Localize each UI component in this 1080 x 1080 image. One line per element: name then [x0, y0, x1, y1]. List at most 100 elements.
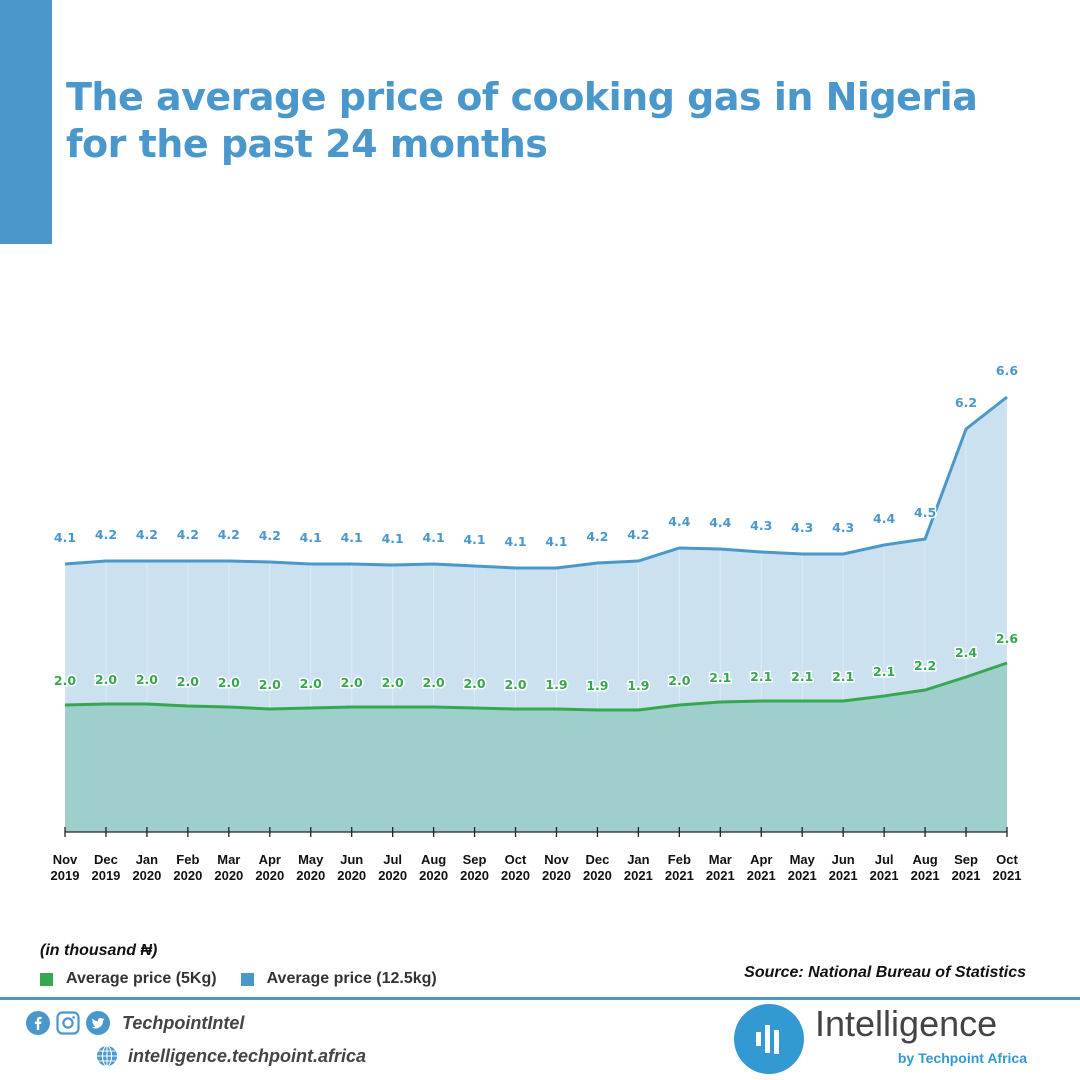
data-label-12-5kg: 4.2 — [627, 527, 649, 542]
data-label-12-5kg: 4.2 — [136, 527, 158, 542]
area-5kg — [65, 663, 1007, 832]
x-tick-month: Dec — [586, 852, 610, 867]
data-label-12-5kg: 4.4 — [668, 514, 690, 529]
x-tick-month: Aug — [912, 852, 937, 867]
legend-swatch-blue — [240, 972, 254, 986]
legend-item-5kg: Average price (5Kg) — [40, 970, 217, 988]
intelligence-logo-icon — [734, 1004, 804, 1074]
website: intelligence.techpoint.africa — [96, 1045, 366, 1067]
data-label-5kg: 2.0 — [95, 672, 117, 687]
data-label-5kg: 2.1 — [832, 669, 854, 684]
x-tick-month: May — [790, 852, 816, 867]
x-tick-year: 2020 — [255, 868, 284, 883]
x-tick-year: 2021 — [911, 868, 940, 883]
x-tick-month: Mar — [217, 852, 240, 867]
title-line-2: for the past 24 months — [66, 122, 548, 166]
x-tick-year: 2021 — [665, 868, 694, 883]
x-tick-month: Jul — [875, 852, 894, 867]
x-tick-year: 2021 — [624, 868, 653, 883]
x-tick-year: 2021 — [870, 868, 899, 883]
data-label-5kg: 2.0 — [300, 676, 322, 691]
x-tick-year: 2020 — [132, 868, 161, 883]
x-tick-month: Feb — [176, 852, 199, 867]
x-tick-year: 2020 — [501, 868, 530, 883]
x-tick-month: Jul — [383, 852, 402, 867]
title-line-1: The average price of cooking gas in Nige… — [66, 75, 978, 119]
data-label-5kg: 2.0 — [504, 677, 526, 692]
x-tick-month: Oct — [505, 852, 527, 867]
data-label-5kg: 2.0 — [218, 675, 240, 690]
social-handle[interactable]: TechpointIntel — [122, 1012, 245, 1033]
x-tick-year: 2020 — [583, 868, 612, 883]
x-tick-month: Feb — [668, 852, 691, 867]
accent-bar — [0, 0, 52, 244]
data-label-12-5kg: 4.2 — [95, 527, 117, 542]
x-tick-month: Jan — [136, 852, 158, 867]
x-tick-month: Apr — [259, 852, 281, 867]
data-label-5kg: 1.9 — [627, 678, 649, 693]
data-label-12-5kg: 4.4 — [873, 511, 895, 526]
brand-subtitle: by Techpoint Africa — [897, 1050, 1027, 1066]
x-tick-year: 2020 — [378, 868, 407, 883]
area-chart: 4.1 4.2 4.2 4.2 4.2 4.2 4.1 4.1 4.1 4.1 4.1 4.1 4.1 4… — [51, 362, 1022, 884]
x-tick-month: Nov — [53, 852, 78, 867]
legend-item-12-5kg: Average price (12.5kg) — [240, 970, 437, 988]
x-tick-year: 2021 — [993, 868, 1022, 883]
data-label-5kg: 1.9 — [545, 677, 567, 692]
data-label-5kg: 2.1 — [791, 669, 813, 684]
data-label-12-5kg: 4.4 — [709, 515, 731, 530]
data-label-5kg: 2.0 — [341, 675, 363, 690]
data-label-12-5kg: 4.1 — [300, 530, 322, 545]
x-tick-year: 2020 — [460, 868, 489, 883]
data-label-5kg: 2.0 — [463, 676, 485, 691]
x-tick-year: 2020 — [542, 868, 571, 883]
data-label-12-5kg: 4.2 — [259, 528, 281, 543]
instagram-icon[interactable] — [56, 1011, 80, 1035]
x-tick-year: 2021 — [952, 868, 981, 883]
x-tick-year: 2020 — [419, 868, 448, 883]
x-tick-month: Dec — [94, 852, 118, 867]
x-tick-month: Mar — [709, 852, 732, 867]
x-tick-year: 2021 — [788, 868, 817, 883]
data-label-12-5kg: 4.1 — [54, 530, 76, 545]
data-label-5kg: 2.1 — [873, 664, 895, 679]
legend-label-12-5kg: Average price (12.5kg) — [266, 970, 437, 987]
data-label-12-5kg: 6.2 — [955, 395, 977, 410]
x-tick-month: May — [298, 852, 324, 867]
data-label-5kg: 2.0 — [54, 673, 76, 688]
x-tick-year: 2020 — [296, 868, 325, 883]
line-5kg — [64, 661, 1008, 712]
data-label-5kg: 2.1 — [709, 670, 731, 685]
data-label-5kg: 2.6 — [996, 631, 1018, 646]
data-label-12-5kg: 6.6 — [996, 363, 1018, 378]
data-label-12-5kg: 4.3 — [791, 520, 813, 535]
legend: Average price (5Kg) Average price (12.5k… — [40, 970, 461, 988]
twitter-icon[interactable] — [86, 1011, 110, 1035]
data-label-5kg: 2.0 — [177, 674, 199, 689]
data-label-12-5kg: 4.1 — [423, 530, 445, 545]
data-label-12-5kg: 4.3 — [750, 518, 772, 533]
x-tick-year: 2021 — [747, 868, 776, 883]
legend-label-5kg: Average price (5Kg) — [66, 970, 217, 987]
globe-icon — [97, 1045, 117, 1067]
facebook-icon[interactable] — [26, 1011, 50, 1035]
data-label-12-5kg: 4.1 — [382, 531, 404, 546]
chart-title: The average price of cooking gas in Nige… — [66, 74, 1046, 168]
data-label-12-5kg: 4.2 — [586, 529, 608, 544]
unit-label: (in thousand ₦) — [40, 942, 158, 959]
x-tick-year: 2021 — [829, 868, 858, 883]
x-tick-year: 2019 — [91, 868, 120, 883]
data-label-12-5kg: 4.1 — [504, 534, 526, 549]
data-label-12-5kg: 4.1 — [463, 532, 485, 547]
x-tick-month: Jan — [627, 852, 649, 867]
data-label-12-5kg: 4.1 — [545, 534, 567, 549]
x-tick-year: 2020 — [173, 868, 202, 883]
data-label-12-5kg: 4.2 — [177, 527, 199, 542]
data-label-5kg: 2.0 — [423, 675, 445, 690]
x-tick-year: 2019 — [51, 868, 80, 883]
data-label-12-5kg: 4.2 — [218, 527, 240, 542]
x-tick-month: Apr — [750, 852, 772, 867]
x-tick-year: 2020 — [214, 868, 243, 883]
data-label-5kg: 2.4 — [955, 645, 977, 660]
website-url[interactable]: intelligence.techpoint.africa — [128, 1045, 367, 1066]
